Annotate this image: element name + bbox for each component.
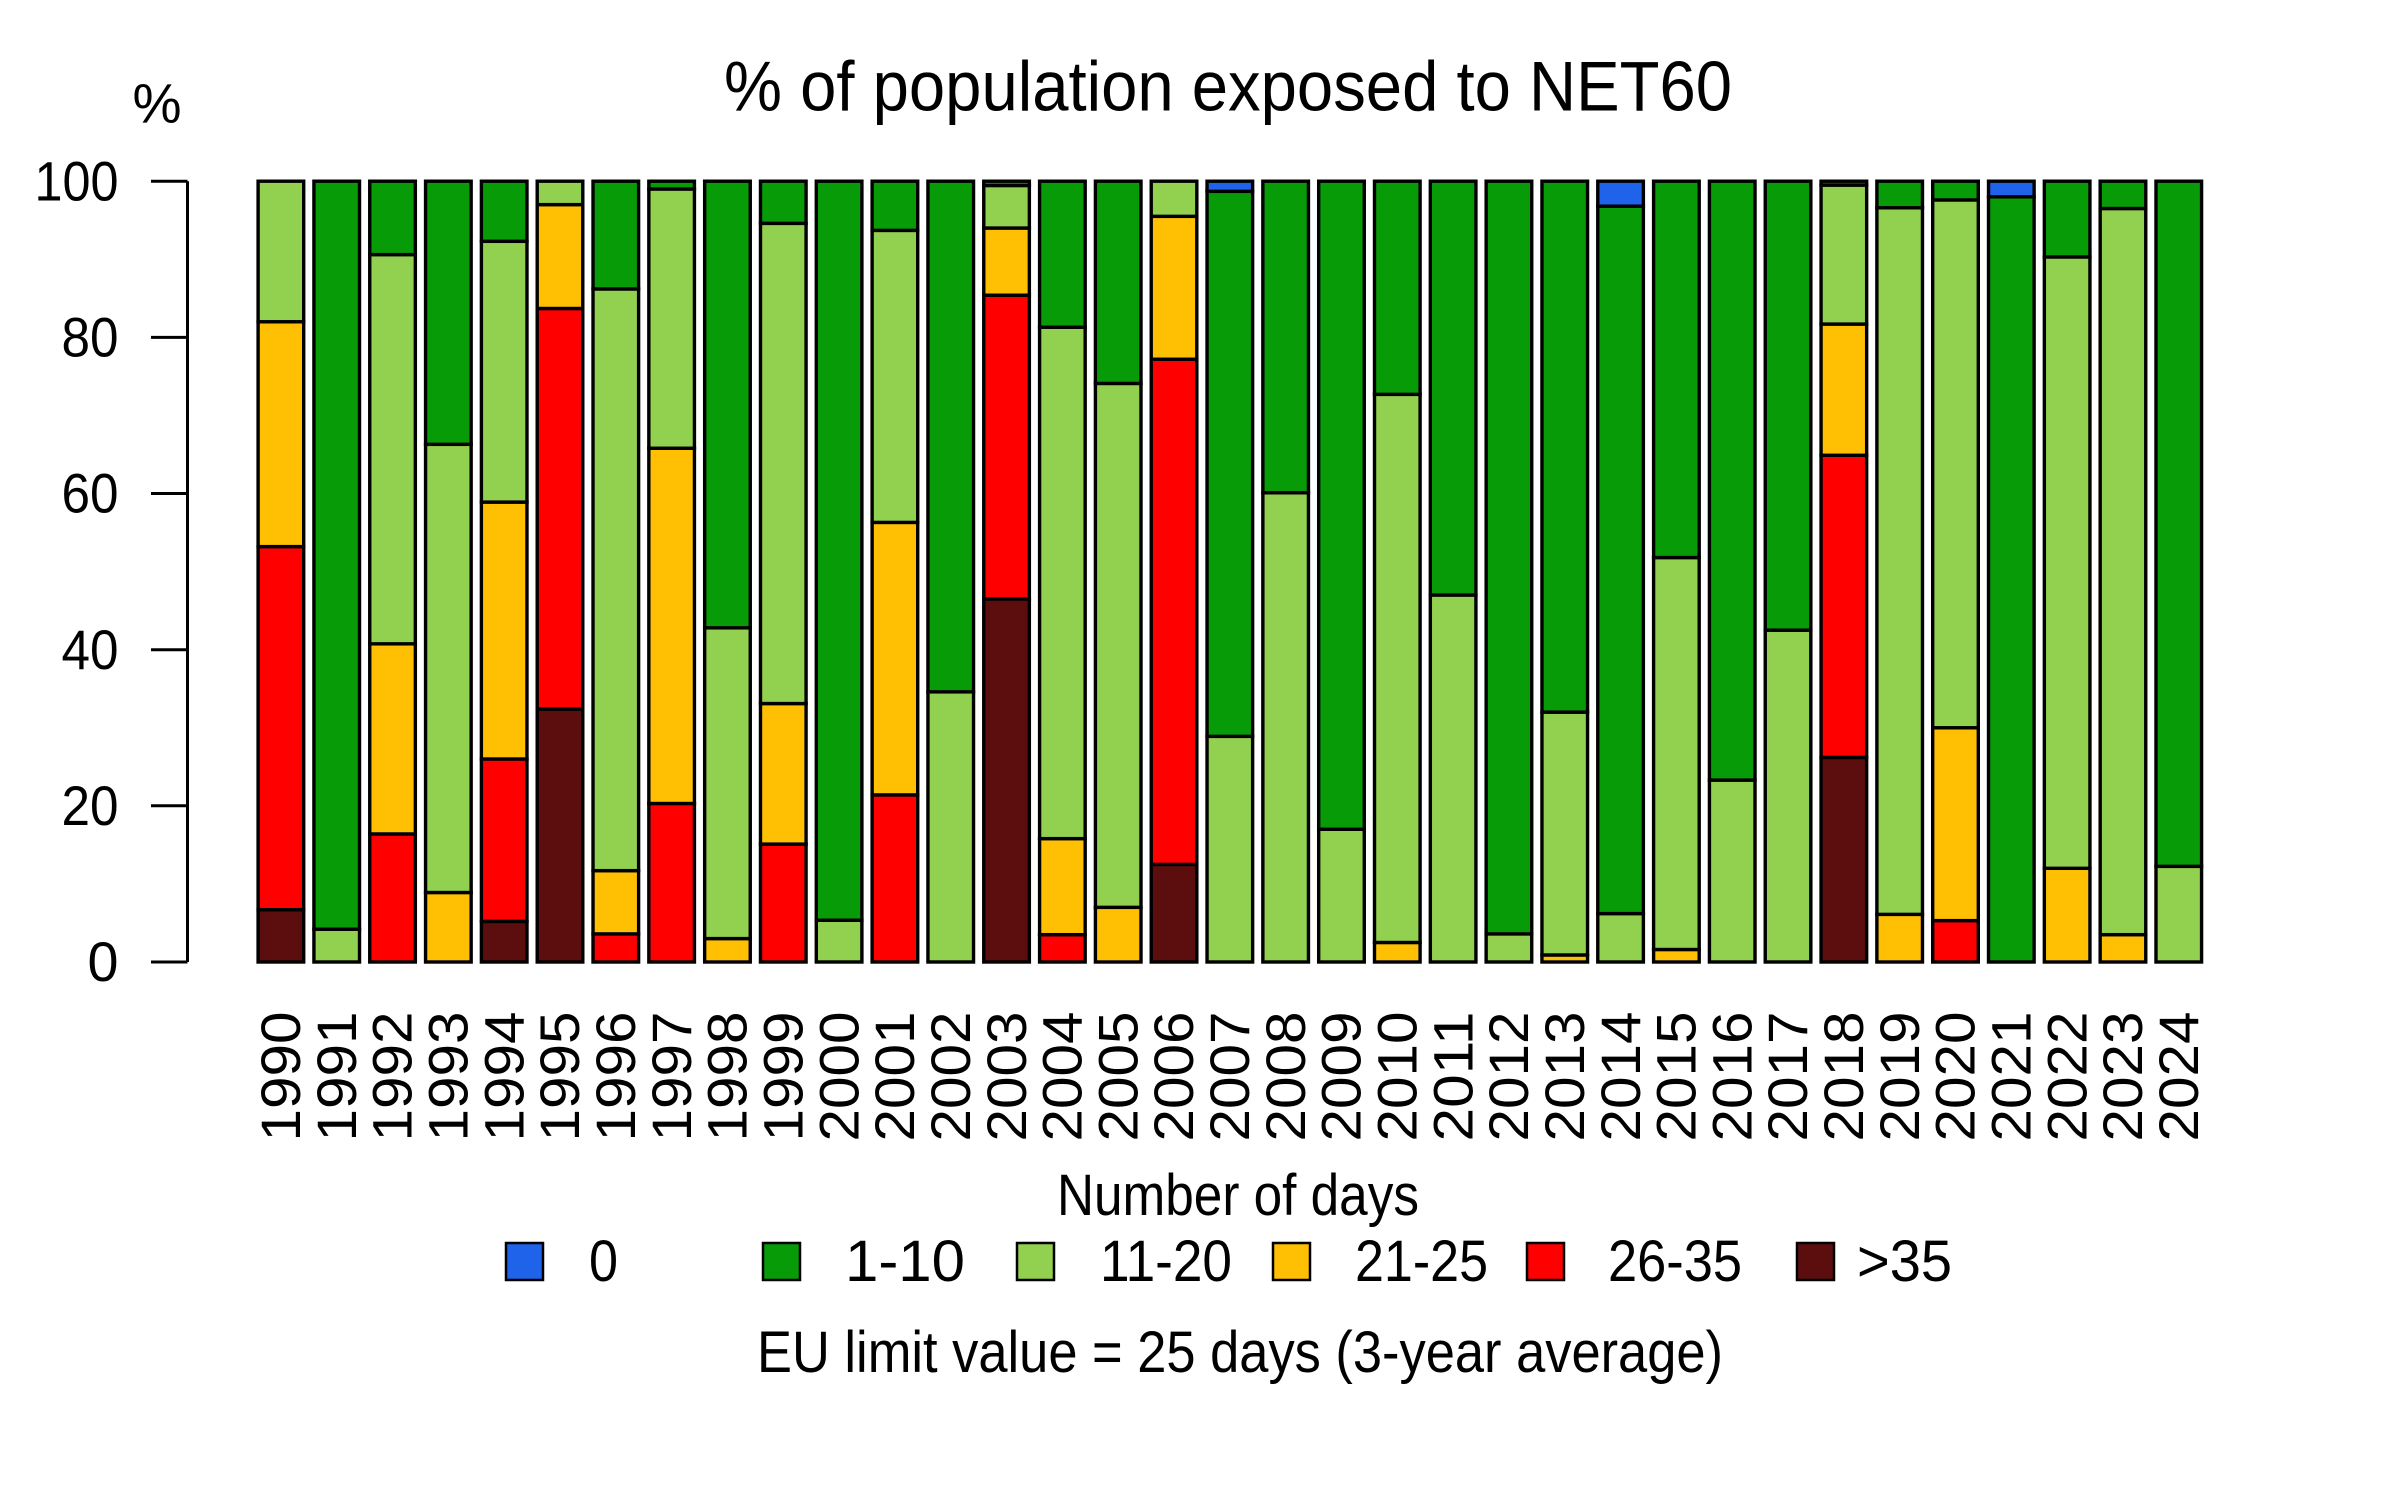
svg-text:1994: 1994 [473,1012,535,1142]
svg-text:1990: 1990 [250,1012,312,1142]
svg-text:26-35: 26-35 [1608,1229,1742,1294]
svg-text:2013: 2013 [1534,1012,1596,1142]
svg-text:2016: 2016 [1701,1012,1763,1142]
svg-text:40: 40 [62,619,119,681]
svg-text:1995: 1995 [529,1012,591,1142]
svg-text:11-20: 11-20 [1100,1229,1232,1294]
svg-text:21-25: 21-25 [1355,1229,1488,1294]
svg-text:2003: 2003 [976,1012,1038,1142]
svg-text:% of population exposed to NET: % of population exposed to NET60 [724,47,1732,126]
svg-text:1992: 1992 [362,1012,424,1142]
svg-text:2014: 2014 [1590,1012,1652,1142]
svg-text:2010: 2010 [1367,1012,1429,1142]
svg-text:100: 100 [35,150,119,212]
svg-text:2000: 2000 [808,1012,870,1142]
svg-text:20: 20 [62,775,119,837]
svg-text:2009: 2009 [1311,1012,1373,1142]
svg-text:2011: 2011 [1422,1012,1484,1142]
svg-text:1993: 1993 [418,1012,480,1142]
svg-text:0: 0 [589,1229,618,1294]
svg-text:0: 0 [88,931,119,993]
svg-text:2022: 2022 [2036,1012,2098,1142]
svg-text:2023: 2023 [2092,1012,2154,1142]
svg-text:1998: 1998 [697,1012,759,1142]
svg-text:2001: 2001 [864,1012,926,1142]
svg-text:>35: >35 [1857,1229,1952,1294]
svg-text:2006: 2006 [1143,1012,1205,1142]
svg-text:2018: 2018 [1813,1012,1875,1142]
svg-text:2017: 2017 [1757,1012,1819,1142]
svg-text:2008: 2008 [1255,1012,1317,1142]
svg-text:2015: 2015 [1646,1012,1708,1142]
svg-text:2020: 2020 [1925,1012,1987,1142]
svg-text:Number of days: Number of days [1057,1163,1419,1228]
svg-text:1991: 1991 [306,1012,368,1142]
svg-text:2024: 2024 [2148,1012,2210,1142]
svg-text:1997: 1997 [641,1012,703,1142]
svg-text:2005: 2005 [1087,1012,1149,1142]
svg-text:%: % [132,73,181,135]
svg-text:60: 60 [62,463,119,525]
svg-text:2019: 2019 [1869,1011,1931,1141]
svg-text:EU limit value = 25 days (3-ye: EU limit value = 25 days (3-year average… [757,1320,1723,1385]
svg-text:80: 80 [62,307,119,369]
svg-text:2007: 2007 [1199,1012,1261,1142]
svg-text:1-10: 1-10 [845,1229,965,1294]
svg-text:2004: 2004 [1032,1012,1094,1142]
svg-text:2002: 2002 [920,1011,982,1141]
svg-text:1999: 1999 [752,1012,814,1142]
svg-text:2012: 2012 [1478,1012,1540,1142]
svg-text:2021: 2021 [1981,1012,2043,1142]
svg-text:1996: 1996 [585,1012,647,1142]
